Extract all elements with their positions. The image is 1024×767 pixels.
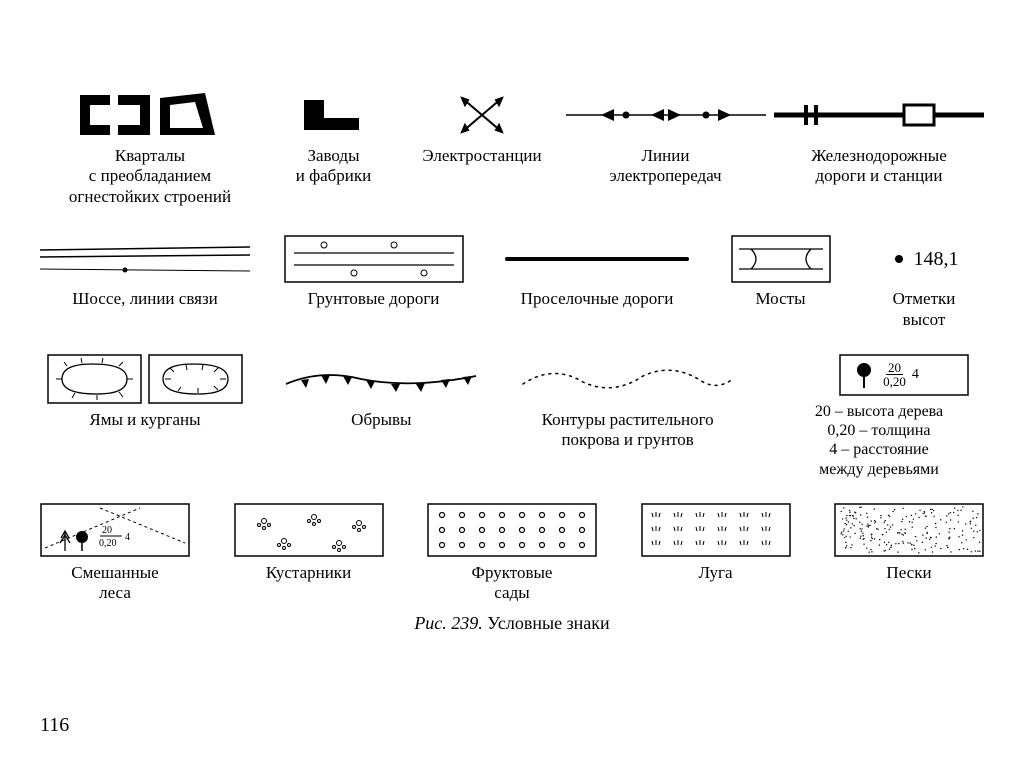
symbol-powerlines — [566, 90, 766, 140]
symbol-factories — [299, 90, 369, 140]
item-railroads: Железнодорожныедороги и станции — [774, 90, 984, 187]
label-veg-contour: Контуры растительногопокрова и грунтов — [542, 410, 714, 451]
row-4: 20 0,20 4 Смешанныелеса — [40, 503, 984, 604]
item-highway: Шоссе, линии связи — [40, 235, 250, 309]
legend-page: Кварталыс преобладаниемогнестойких строе… — [0, 0, 1024, 767]
tree-fraction: 20 0,20 — [881, 361, 908, 388]
svg-text:20: 20 — [102, 525, 112, 536]
label-factories: Заводыи фабрики — [296, 146, 372, 187]
svg-text:0,20: 0,20 — [99, 538, 117, 549]
tree-frac-top: 20 — [886, 361, 903, 375]
caption-text: Условные знаки — [487, 613, 609, 633]
symbol-cliffs — [281, 354, 481, 404]
symbol-highway — [40, 235, 250, 283]
item-tracks: Проселочные дороги — [497, 235, 697, 309]
item-pits-mounds: Ямы и курганы — [40, 354, 250, 430]
label-quarters: Кварталыс преобладаниемогнестойких строе… — [69, 146, 231, 207]
item-factories: Заводыи фабрики — [269, 90, 399, 187]
label-sands: Пески — [886, 563, 931, 583]
tree-note-4: между деревьями — [815, 460, 943, 479]
symbol-dirt-roads — [284, 235, 464, 283]
svg-text:4: 4 — [125, 532, 130, 543]
tree-note-3: 4 – расстояние — [815, 440, 943, 459]
symbol-powerplant — [452, 90, 512, 140]
label-elevations: Отметкивысот — [893, 289, 956, 330]
tree-frac-suffix: 4 — [912, 368, 919, 383]
row-1: Кварталыс преобладаниемогнестойких строе… — [40, 90, 984, 207]
tree-note-1: 20 – высота дерева — [815, 402, 943, 421]
label-powerlines: Линииэлектропередач — [609, 146, 721, 187]
symbol-orchards: (function(){ var g=document.currentScrip… — [427, 503, 597, 557]
symbol-tracks — [502, 235, 692, 283]
row-3: Ямы и курганы Обрывы — [40, 354, 984, 479]
label-shrubs: Кустарники — [266, 563, 351, 583]
item-cliffs: Обрывы — [281, 354, 481, 430]
label-bridges: Мосты — [755, 289, 805, 309]
item-powerlines: Линииэлектропередач — [566, 90, 766, 187]
tree-note-2: 0,20 – толщина — [815, 421, 943, 440]
item-mixed-forest: 20 0,20 4 Смешанныелеса — [40, 503, 190, 604]
symbol-sands: (function(){ var g=document.currentScrip… — [834, 503, 984, 557]
item-dirt-roads: Грунтовые дороги — [279, 235, 469, 309]
item-shrubs: Кустарники — [234, 503, 384, 583]
elevation-value: 148,1 — [914, 248, 959, 271]
label-railroads: Железнодорожныедороги и станции — [811, 146, 947, 187]
page-number: 116 — [40, 714, 69, 737]
item-tree-notation: 20 0,20 4 20 – высота дерева 0,20 – толщ… — [774, 354, 984, 479]
item-sands: (function(){ var g=document.currentScrip… — [834, 503, 984, 583]
item-quarters: Кварталыс преобладаниемогнестойких строе… — [40, 90, 260, 207]
caption-prefix: Рис. 239. — [414, 613, 482, 633]
symbol-pits-mounds — [47, 354, 243, 404]
label-highway: Шоссе, линии связи — [72, 289, 218, 309]
item-orchards: (function(){ var g=document.currentScrip… — [427, 503, 597, 604]
figure-caption: Рис. 239. Условные знаки — [40, 613, 984, 634]
label-meadows: Луга — [698, 563, 732, 583]
symbol-meadows: (function(){ var g=document.currentScrip… — [641, 503, 791, 557]
label-orchards: Фруктовыесады — [472, 563, 553, 604]
symbol-tree-notation: 20 0,20 4 — [839, 354, 919, 396]
label-mixed-forest: Смешанныелеса — [71, 563, 158, 604]
row-2: Шоссе, линии связи Грунтовые дороги — [40, 235, 984, 330]
label-tracks: Проселочные дороги — [521, 289, 674, 309]
symbol-shrubs — [234, 503, 384, 557]
label-pits-mounds: Ямы и курганы — [89, 410, 200, 430]
item-powerplant: Электростанции — [407, 90, 557, 166]
symbol-veg-contour — [518, 354, 738, 404]
symbol-elevations: 148,1 — [890, 235, 959, 283]
item-meadows: (function(){ var g=document.currentScrip… — [641, 503, 791, 583]
item-veg-contour: Контуры растительногопокрова и грунтов — [513, 354, 743, 451]
symbol-mixed-forest: 20 0,20 4 — [40, 503, 190, 557]
item-bridges: Мосты — [726, 235, 836, 309]
symbol-bridges — [731, 235, 831, 283]
tree-note: 20 – высота дерева 0,20 – толщина 4 – ра… — [815, 402, 943, 479]
item-elevations: 148,1 Отметкивысот — [864, 235, 984, 330]
symbol-quarters — [75, 90, 225, 140]
label-cliffs: Обрывы — [351, 410, 411, 430]
symbol-railroads — [774, 90, 984, 140]
tree-frac-bot: 0,20 — [881, 375, 908, 388]
label-powerplant: Электростанции — [422, 146, 541, 166]
label-dirt-roads: Грунтовые дороги — [308, 289, 440, 309]
